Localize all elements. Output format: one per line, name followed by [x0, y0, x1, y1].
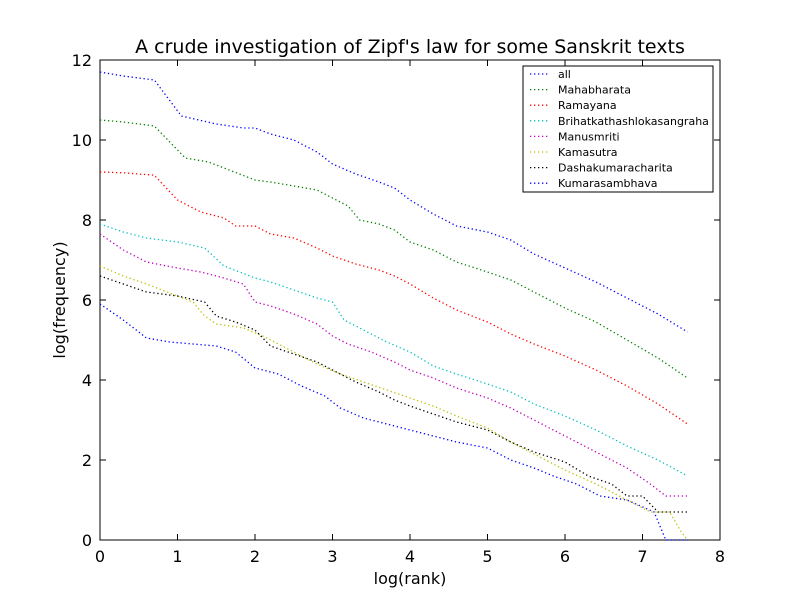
y-tick-label: 12	[72, 51, 92, 70]
legend-label: Kumarasambhava	[558, 177, 658, 190]
legend-label: Brihatkathashlokasangraha	[558, 115, 709, 128]
x-tick-label: 3	[327, 547, 337, 566]
y-tick-label: 0	[82, 531, 92, 550]
series-layer	[99, 71, 689, 541]
x-tick-label: 4	[405, 547, 415, 566]
x-tick-label: 0	[95, 547, 105, 566]
y-tick-label: 8	[82, 211, 92, 230]
chart-title: A crude investigation of Zipf's law for …	[135, 36, 685, 58]
series-line-1	[99, 119, 688, 379]
x-tick-label: 8	[715, 547, 725, 566]
y-tick-label: 6	[82, 291, 92, 310]
series-line-6	[99, 275, 688, 513]
y-axis-label: log(frequency)	[50, 241, 69, 358]
series-line-3	[99, 223, 688, 477]
legend-label: all	[558, 68, 571, 81]
x-tick-label: 7	[637, 547, 647, 566]
y-tick-label: 10	[72, 131, 92, 150]
y-tick-label: 4	[82, 371, 92, 390]
legend: all Mahabharata Ramayana Brihatkathashlokas…	[522, 65, 714, 193]
legend-label: Ramayana	[558, 99, 617, 112]
series-line-2	[99, 171, 688, 425]
series-line-5	[99, 265, 689, 541]
legend-box	[522, 65, 714, 193]
y-tick-label: 2	[82, 451, 92, 470]
legend-label: Dashakumaracharita	[558, 162, 673, 175]
x-tick-label: 5	[482, 547, 492, 566]
x-tick-label: 2	[250, 547, 260, 566]
x-axis-label: log(rank)	[374, 569, 447, 588]
legend-label: Mahabharata	[558, 84, 631, 97]
legend-label: Kamasutra	[558, 146, 618, 159]
x-tick-label: 6	[560, 547, 570, 566]
x-tick-label: 1	[172, 547, 182, 566]
series-line-7	[99, 303, 688, 541]
legend-label: Manusmriti	[558, 130, 620, 143]
